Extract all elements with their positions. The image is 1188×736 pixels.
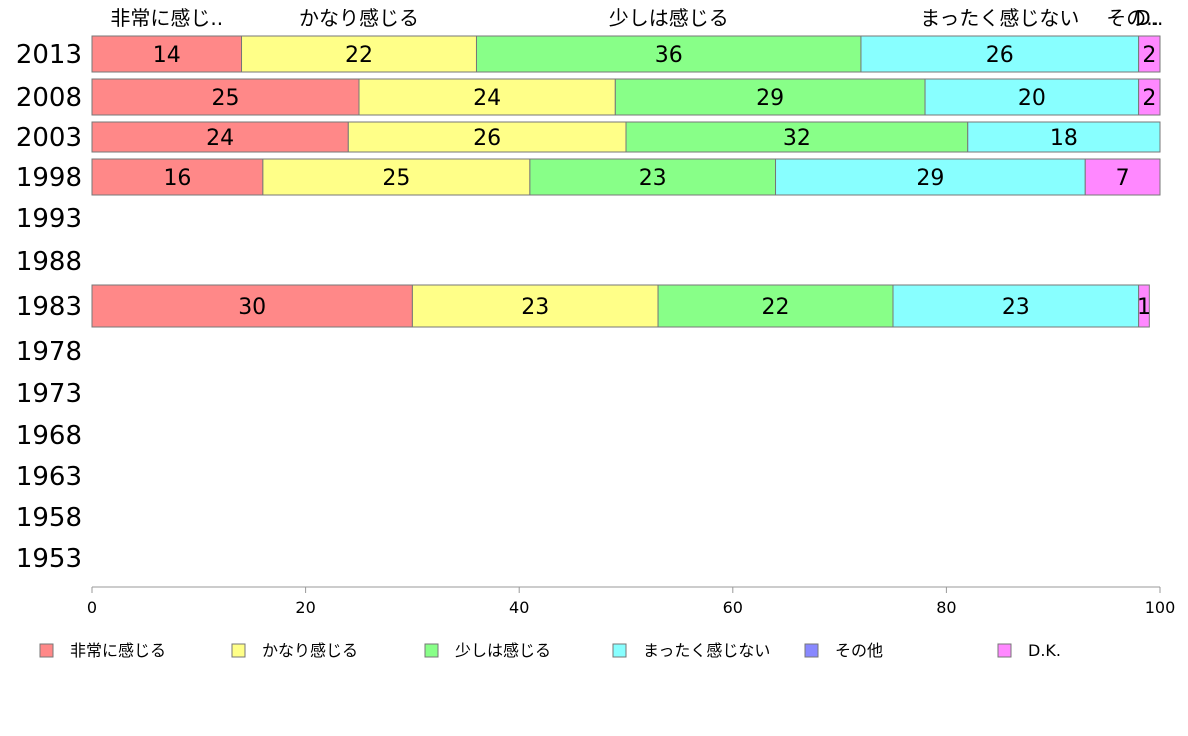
bar-value-1998-series-5: 7 [1116,166,1130,191]
year-label-1953: 1953 [16,544,82,574]
year-label-1968: 1968 [16,421,82,451]
year-labels: 2013 2008 2003 1998 1993 1988 1983 1978 1973 1968… [16,40,82,574]
year-label-2008: 2008 [16,83,82,113]
bar-value-2008-series-2: 29 [756,86,784,111]
bar-2003-series-1 [347,121,627,153]
x-tick-label-60: 60 [723,598,743,617]
bar-value-1983-series-3: 23 [1002,295,1030,320]
year-label-1983: 1983 [16,292,82,322]
bar-value-2008-series-5: 2 [1142,86,1156,111]
bar-value-2003-series-3: 18 [1050,126,1078,151]
legend-swatch-series-1 [231,643,246,658]
top-label-series-4: その.. [1106,6,1159,30]
top-label-series-2: 少しは感じる [609,6,729,30]
bar-value-1983-series-0: 30 [238,295,266,320]
bar-2003-series-2 [625,121,969,153]
x-tick-label-100: 100 [1145,598,1176,617]
bar-value-2008-series-3: 20 [1018,86,1046,111]
bar-1998-series-3 [775,158,1086,196]
legend-swatch-series-0 [39,643,54,658]
x-tick-label-80: 80 [936,598,956,617]
bar-1983-series-3 [892,284,1140,328]
bar-1983-series-1 [411,284,659,328]
bar-value-2003-series-1: 26 [473,126,501,151]
bar-value-2008-series-1: 24 [473,86,501,111]
bar-value-1983-series-1: 23 [521,295,549,320]
bar-1998-series-2 [529,158,777,196]
legend-swatch-series-4 [804,643,819,658]
year-label-2003: 2003 [16,123,82,153]
year-label-2013: 2013 [16,40,82,70]
bar-value-1998-series-2: 23 [639,166,667,191]
bars-group: 14 22 36 26 2 25 24 29 20 2 24 26 32 18 16 25 23 29 7 30 23 2… [91,35,1161,328]
top-label-series-0: 非常に感じ.. [110,6,223,30]
legend: 非常に感じる かなり感じる 少しは感じる まったく感じない その他 D.K. [39,641,1061,660]
top-label-series-1: かなり感じる [299,6,419,30]
legend-label-series-4: その他 [835,641,883,660]
bar-2003-series-3 [967,121,1161,153]
year-label-1963: 1963 [16,462,82,492]
bar-1998-series-1 [262,158,531,196]
year-label-1973: 1973 [16,379,82,409]
year-label-1988: 1988 [16,247,82,277]
year-label-1993: 1993 [16,204,82,234]
bar-2013-series-1 [241,35,477,73]
bar-2008-series-3 [924,78,1140,116]
bar-2013-series-2 [475,35,862,73]
bar-value-1998-series-0: 16 [163,166,191,191]
bar-value-2013-series-0: 14 [153,43,181,68]
bar-2013-series-3 [860,35,1140,73]
bar-2008-series-5 [1138,78,1161,116]
legend-label-series-1: かなり感じる [262,641,358,660]
legend-label-series-5: D.K. [1028,641,1061,660]
top-label-series-3: まったく感じない [920,6,1079,30]
bar-value-2013-series-5: 2 [1142,43,1156,68]
bar-value-2013-series-2: 36 [655,43,683,68]
bar-2008-series-1 [358,78,616,116]
bar-2008-series-2 [614,78,926,116]
bar-value-2008-series-0: 25 [212,86,240,111]
bar-value-1983-series-5: 1 [1137,295,1151,320]
bar-1983-series-0 [91,284,413,328]
top-series-labels: 非常に感じ.. かなり感じる 少しは感じる まったく感じない その..D.. [110,6,1163,30]
legend-label-series-0: 非常に感じる [70,641,166,660]
x-axis: 0 20 40 60 80 100 [87,586,1176,617]
bar-1998-series-5 [1084,158,1161,196]
x-tick-label-20: 20 [295,598,315,617]
legend-swatch-series-3 [612,643,627,658]
bar-2013-series-5 [1138,35,1161,73]
top-label-series-5: D.. [1135,6,1163,30]
bar-value-1983-series-2: 22 [762,295,790,320]
bar-value-2003-series-2: 32 [783,126,811,151]
x-tick-label-40: 40 [509,598,529,617]
year-label-1958: 1958 [16,503,82,533]
bar-value-1998-series-3: 29 [916,166,944,191]
legend-label-series-3: まったく感じない [643,641,770,660]
bar-1998-series-0 [91,158,264,196]
bar-value-2013-series-3: 26 [986,43,1014,68]
year-label-1978: 1978 [16,337,82,367]
legend-label-series-2: 少しは感じる [455,641,551,660]
legend-swatch-series-2 [424,643,439,658]
bar-value-1998-series-1: 25 [382,166,410,191]
bar-value-2013-series-1: 22 [345,43,373,68]
bar-value-2003-series-0: 24 [206,126,234,151]
x-tick-label-0: 0 [87,598,97,617]
bar-2003-series-0 [91,121,349,153]
bar-1983-series-5 [1138,284,1150,328]
bar-2008-series-0 [91,78,360,116]
legend-swatch-series-5 [997,643,1012,658]
bar-2013-series-0 [91,35,243,73]
year-label-1998: 1998 [16,163,82,193]
